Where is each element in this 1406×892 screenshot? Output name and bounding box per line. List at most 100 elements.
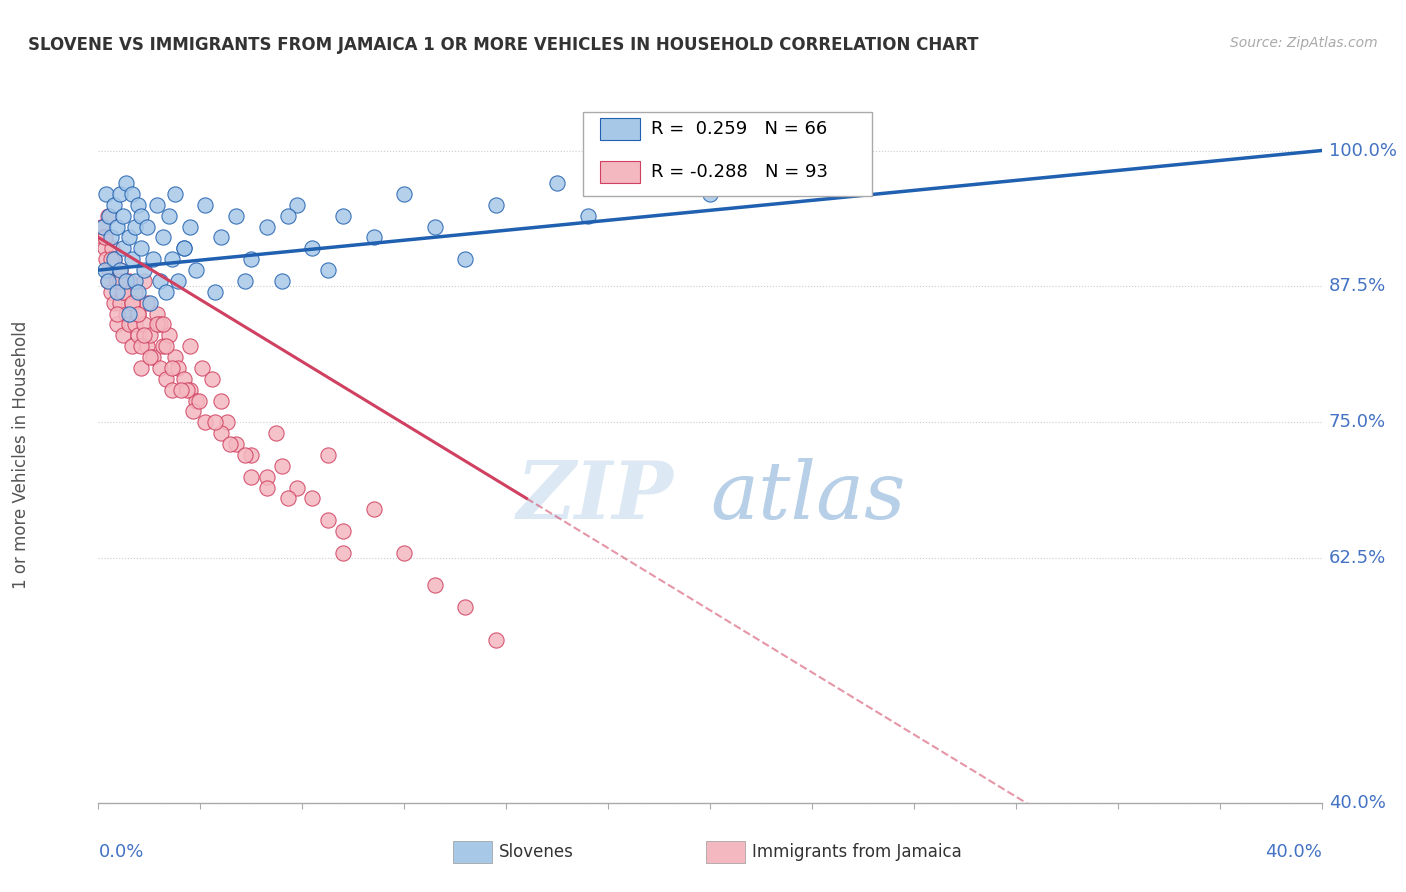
Point xyxy=(134,274,156,288)
Point xyxy=(215,415,238,429)
Point xyxy=(152,318,174,332)
Point xyxy=(129,209,152,223)
Point xyxy=(699,187,721,202)
Point xyxy=(163,350,186,364)
Point xyxy=(363,502,385,516)
Point xyxy=(145,318,167,332)
Point xyxy=(134,318,156,332)
Point xyxy=(316,448,339,462)
Point xyxy=(124,285,146,299)
Point xyxy=(149,318,172,332)
Point xyxy=(256,481,278,495)
Point xyxy=(149,274,172,288)
Point xyxy=(97,209,120,223)
Point xyxy=(118,307,141,321)
Point xyxy=(277,209,299,223)
Point xyxy=(160,383,183,397)
Text: 75.0%: 75.0% xyxy=(1329,413,1386,432)
Point xyxy=(124,274,146,288)
Point xyxy=(852,144,875,158)
Point xyxy=(124,318,146,332)
Point xyxy=(240,448,263,462)
Point xyxy=(94,252,117,267)
Point xyxy=(136,295,159,310)
Point xyxy=(124,219,146,234)
Point xyxy=(121,295,143,310)
Text: 0.0%: 0.0% xyxy=(98,843,143,861)
Text: 100.0%: 100.0% xyxy=(1329,142,1396,160)
Point xyxy=(155,372,177,386)
Point xyxy=(186,263,208,277)
Point xyxy=(108,274,131,288)
Point xyxy=(105,307,128,321)
Text: Immigrants from Jamaica: Immigrants from Jamaica xyxy=(752,843,962,861)
Point xyxy=(204,285,226,299)
Point xyxy=(127,198,149,212)
Point xyxy=(108,263,131,277)
Point xyxy=(152,230,174,244)
Point xyxy=(105,318,128,332)
Point xyxy=(111,285,134,299)
Point xyxy=(111,209,134,223)
Point xyxy=(139,295,162,310)
Point xyxy=(332,209,354,223)
Text: 40.0%: 40.0% xyxy=(1265,843,1322,861)
Point xyxy=(91,230,114,244)
Point xyxy=(103,198,125,212)
Point xyxy=(139,350,162,364)
Point xyxy=(103,252,125,267)
Text: SLOVENE VS IMMIGRANTS FROM JAMAICA 1 OR MORE VEHICLES IN HOUSEHOLD CORRELATION C: SLOVENE VS IMMIGRANTS FROM JAMAICA 1 OR … xyxy=(28,36,979,54)
Point xyxy=(285,198,308,212)
Text: Slovenes: Slovenes xyxy=(499,843,574,861)
Point xyxy=(225,437,247,451)
Point xyxy=(392,546,416,560)
Point xyxy=(145,307,167,321)
Point xyxy=(277,491,299,506)
Point xyxy=(108,187,131,202)
Point xyxy=(209,426,232,441)
Point xyxy=(188,393,211,408)
Point xyxy=(176,383,198,397)
Point xyxy=(332,546,354,560)
Point xyxy=(100,285,122,299)
Point xyxy=(485,198,508,212)
Point xyxy=(121,339,143,353)
Point xyxy=(256,469,278,483)
Point xyxy=(105,285,128,299)
Text: atlas: atlas xyxy=(710,458,905,535)
Point xyxy=(111,285,134,299)
Point xyxy=(256,219,278,234)
Point xyxy=(97,274,120,288)
Point xyxy=(118,318,141,332)
Point xyxy=(332,524,354,538)
Point xyxy=(103,252,125,267)
Point xyxy=(301,241,323,255)
Point xyxy=(134,263,156,277)
Point xyxy=(155,339,177,353)
Point xyxy=(179,383,201,397)
Point xyxy=(108,295,131,310)
Point xyxy=(97,274,120,288)
Point xyxy=(127,328,149,343)
Point xyxy=(316,513,339,527)
Point xyxy=(149,361,172,376)
Point xyxy=(392,187,416,202)
Point xyxy=(100,230,122,244)
Point xyxy=(191,361,214,376)
Point xyxy=(194,415,217,429)
Point xyxy=(637,165,661,179)
Text: ZIP: ZIP xyxy=(516,458,673,535)
Point xyxy=(127,307,149,321)
Point xyxy=(200,372,222,386)
Point xyxy=(98,263,121,277)
Point xyxy=(285,481,308,495)
Point xyxy=(118,274,141,288)
Point xyxy=(160,252,183,267)
Point xyxy=(186,393,208,408)
Point xyxy=(139,328,162,343)
Point xyxy=(127,307,149,321)
Point xyxy=(423,219,446,234)
Point xyxy=(157,209,180,223)
Point xyxy=(240,252,263,267)
Point xyxy=(145,198,167,212)
